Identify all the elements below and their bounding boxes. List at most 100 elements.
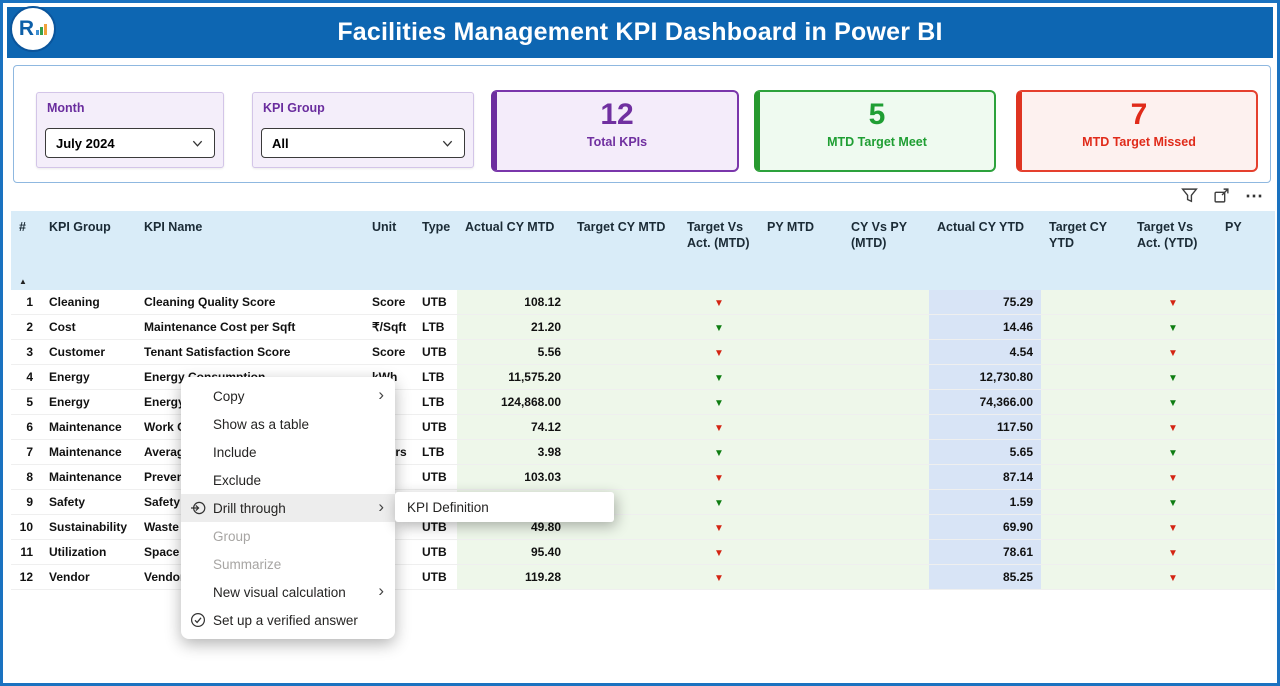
target-vs-act-ytd-cell: ▼: [1129, 489, 1217, 516]
actual-cy-mtd-cell: 21.20: [457, 314, 569, 341]
type-cell: UTB: [414, 289, 457, 316]
column-header-target-cy-ytd[interactable]: Target CY YTD: [1041, 211, 1129, 290]
target-cy-ytd-cell: [1041, 289, 1129, 316]
card-value: 12: [600, 98, 634, 131]
month-dropdown[interactable]: July 2024: [45, 128, 215, 158]
row-number: 4: [11, 364, 41, 391]
target-cy-ytd-cell: [1041, 514, 1129, 541]
cy-vs-py-mtd-cell: [843, 564, 929, 591]
trend-down-red-icon: ▼: [714, 548, 724, 560]
submenu-item-kpi-definition[interactable]: KPI Definition: [395, 492, 614, 522]
kpi-group-cell: Maintenance: [41, 439, 136, 466]
target-cy-ytd-cell: [1041, 364, 1129, 391]
type-cell: LTB: [414, 439, 457, 466]
type-cell: LTB: [414, 389, 457, 416]
column-header-py-mtd[interactable]: PY MTD: [759, 211, 843, 290]
column-header-num[interactable]: # ▲: [11, 211, 41, 290]
kpi-name-cell: Cleaning Quality Score: [136, 289, 364, 316]
kpi-name-cell: Maintenance Cost per Sqft: [136, 314, 364, 341]
cy-vs-py-mtd-cell: [843, 439, 929, 466]
py-mtd-cell: [759, 539, 843, 566]
month-slicer: Month July 2024: [36, 92, 224, 168]
card-value: 5: [868, 98, 886, 131]
verified-answer-icon: [190, 612, 206, 628]
menu-item-label: Set up a verified answer: [213, 612, 358, 628]
trend-down-red-icon: ▼: [1168, 348, 1178, 360]
py-cell: [1217, 514, 1275, 541]
type-cell: UTB: [414, 539, 457, 566]
menu-item-set-up-a-verified-answer[interactable]: Set up a verified answer: [181, 606, 395, 634]
menu-item-label: Show as a table: [213, 416, 310, 432]
app-header: Facilities Management KPI Dashboard in P…: [7, 7, 1273, 58]
target-vs-act-mtd-cell: ▼: [679, 314, 759, 341]
trend-down-red-icon: ▼: [714, 297, 724, 309]
target-vs-act-ytd-cell: ▼: [1129, 464, 1217, 491]
unit-cell: Score: [364, 339, 414, 366]
menu-item-new-visual-calculation[interactable]: New visual calculation ›: [181, 578, 395, 606]
actual-cy-mtd-cell: 119.28: [457, 564, 569, 591]
filter-strip: Month July 2024 KPI Group All 12 Total K…: [13, 65, 1271, 183]
context-submenu: KPI Definition: [395, 492, 614, 522]
trend-down-red-icon: ▼: [1168, 523, 1178, 535]
focus-mode-icon[interactable]: [1213, 187, 1230, 204]
kpi-group-cell: Cost: [41, 314, 136, 341]
type-cell: LTB: [414, 314, 457, 341]
table-header-row: # ▲ KPI Group KPI Name Unit Type Actual CY MTD…: [11, 211, 1275, 290]
menu-item-label: Copy: [213, 388, 245, 404]
kpi-table: # ▲ KPI Group KPI Name Unit Type Actual CY MTD…: [11, 211, 1275, 591]
column-header-unit[interactable]: Unit: [364, 211, 414, 290]
column-header-target-cy-mtd[interactable]: Target CY MTD: [569, 211, 679, 290]
trend-down-red-icon: ▼: [1168, 297, 1178, 309]
kpi-group-cell: Energy: [41, 389, 136, 416]
menu-item-exclude[interactable]: Exclude: [181, 466, 395, 494]
column-header-kpi-name[interactable]: KPI Name: [136, 211, 364, 290]
column-header-type[interactable]: Type: [414, 211, 457, 290]
kpi-group-cell: Cleaning: [41, 289, 136, 316]
more-options-icon[interactable]: ⋯: [1245, 185, 1263, 206]
sort-ascending-icon: ▲: [19, 277, 27, 287]
page-title: Facilities Management KPI Dashboard in P…: [337, 18, 943, 46]
row-number: 5: [11, 389, 41, 416]
kpi-table-body: 1 Cleaning Cleaning Quality Score Score UTB 1…: [11, 289, 1275, 591]
chevron-down-icon: [192, 140, 203, 147]
target-cy-ytd-cell: [1041, 489, 1129, 516]
menu-item-include[interactable]: Include: [181, 438, 395, 466]
py-mtd-cell: [759, 339, 843, 366]
target-cy-mtd-cell: [569, 414, 679, 441]
column-header-target-vs-act-mtd[interactable]: Target Vs Act. (MTD): [679, 211, 759, 290]
menu-item-copy[interactable]: Copy ›: [181, 382, 395, 410]
table-row[interactable]: 1 Cleaning Cleaning Quality Score Score UTB 1…: [11, 289, 1275, 316]
target-cy-mtd-cell: [569, 389, 679, 416]
target-cy-mtd-cell: [569, 289, 679, 316]
table-row[interactable]: 2 Cost Maintenance Cost per Sqft ₹/Sqft LTB 2…: [11, 314, 1275, 341]
chevron-right-icon: ›: [378, 581, 384, 601]
filter-icon[interactable]: [1181, 187, 1198, 204]
type-cell: UTB: [414, 339, 457, 366]
kpi-group-slicer-label: KPI Group: [263, 101, 325, 115]
target-vs-act-mtd-cell: ▼: [679, 514, 759, 541]
table-row[interactable]: 3 Customer Tenant Satisfaction Score Score U…: [11, 339, 1275, 366]
column-header-target-vs-act-ytd[interactable]: Target Vs Act. (YTD): [1129, 211, 1217, 290]
trend-down-green-icon: ▼: [714, 323, 724, 335]
column-header-actual-cy-ytd[interactable]: Actual CY YTD: [929, 211, 1041, 290]
menu-item-drill-through[interactable]: Drill through ›: [181, 494, 395, 522]
column-header-actual-cy-mtd[interactable]: Actual CY MTD: [457, 211, 569, 290]
menu-item-show-as-a-table[interactable]: Show as a table: [181, 410, 395, 438]
drill-through-icon: [190, 500, 206, 516]
target-cy-ytd-cell: [1041, 539, 1129, 566]
kpi-group-dropdown[interactable]: All: [261, 128, 465, 158]
py-cell: [1217, 539, 1275, 566]
target-cy-ytd-cell: [1041, 389, 1129, 416]
month-slicer-label: Month: [47, 101, 85, 115]
column-header-py[interactable]: PY: [1217, 211, 1275, 290]
trend-down-red-icon: ▼: [714, 348, 724, 360]
actual-cy-ytd-cell: 4.54: [929, 339, 1041, 366]
row-number: 6: [11, 414, 41, 441]
row-number: 9: [11, 489, 41, 516]
column-header-kpi-group[interactable]: KPI Group: [41, 211, 136, 290]
column-header-cy-vs-py-mtd[interactable]: CY Vs PY (MTD): [843, 211, 929, 290]
